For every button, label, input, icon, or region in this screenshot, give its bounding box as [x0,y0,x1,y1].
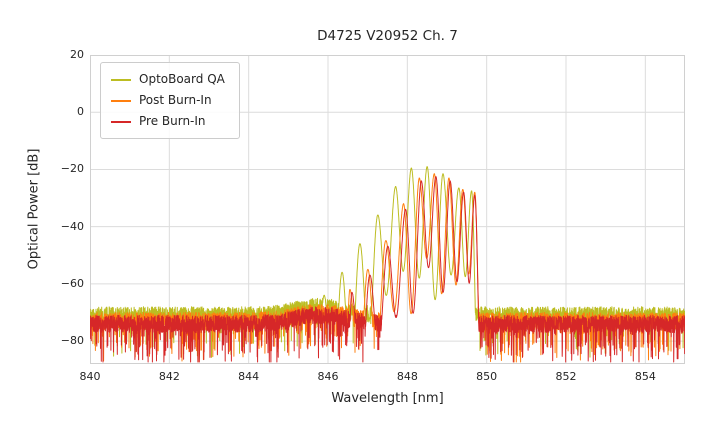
y-tick-label: −80 [60,334,84,348]
legend-line-pre-burn-in [111,120,131,123]
legend-item: Post Burn-In [111,90,225,111]
series-line-pre-burn-in [90,176,685,363]
x-axis-label: Wavelength [nm] [331,391,444,406]
legend: OptoBoard QA Post Burn-In Pre Burn-In [100,62,240,139]
y-tick-label: −40 [60,219,84,233]
legend-label: OptoBoard QA [139,72,225,86]
x-tick-label: 850 [476,370,498,383]
y-tick-label: 0 [77,105,84,119]
plot-area [90,55,685,364]
legend-label: Post Burn-In [139,93,212,107]
legend-item: OptoBoard QA [111,69,225,90]
x-tick-label: 844 [238,370,260,383]
y-tick-label: 20 [70,48,84,61]
legend-label: Pre Burn-In [139,114,206,128]
legend-item: Pre Burn-In [111,111,225,132]
y-tick-label: −60 [60,276,84,290]
y-tick-label: −20 [60,162,84,176]
x-tick-label: 842 [158,370,180,383]
legend-line-optoboard-qa [111,78,131,81]
x-tick-label: 852 [555,370,577,383]
x-tick-label: 840 [79,370,101,383]
x-tick-label: 854 [634,370,656,383]
legend-line-post-burn-in [111,99,131,102]
x-tick-label: 846 [317,370,339,383]
chart-title: D4725 V20952 Ch. 7 [317,28,458,44]
x-tick-label: 848 [396,370,418,383]
axes-border [90,55,685,364]
